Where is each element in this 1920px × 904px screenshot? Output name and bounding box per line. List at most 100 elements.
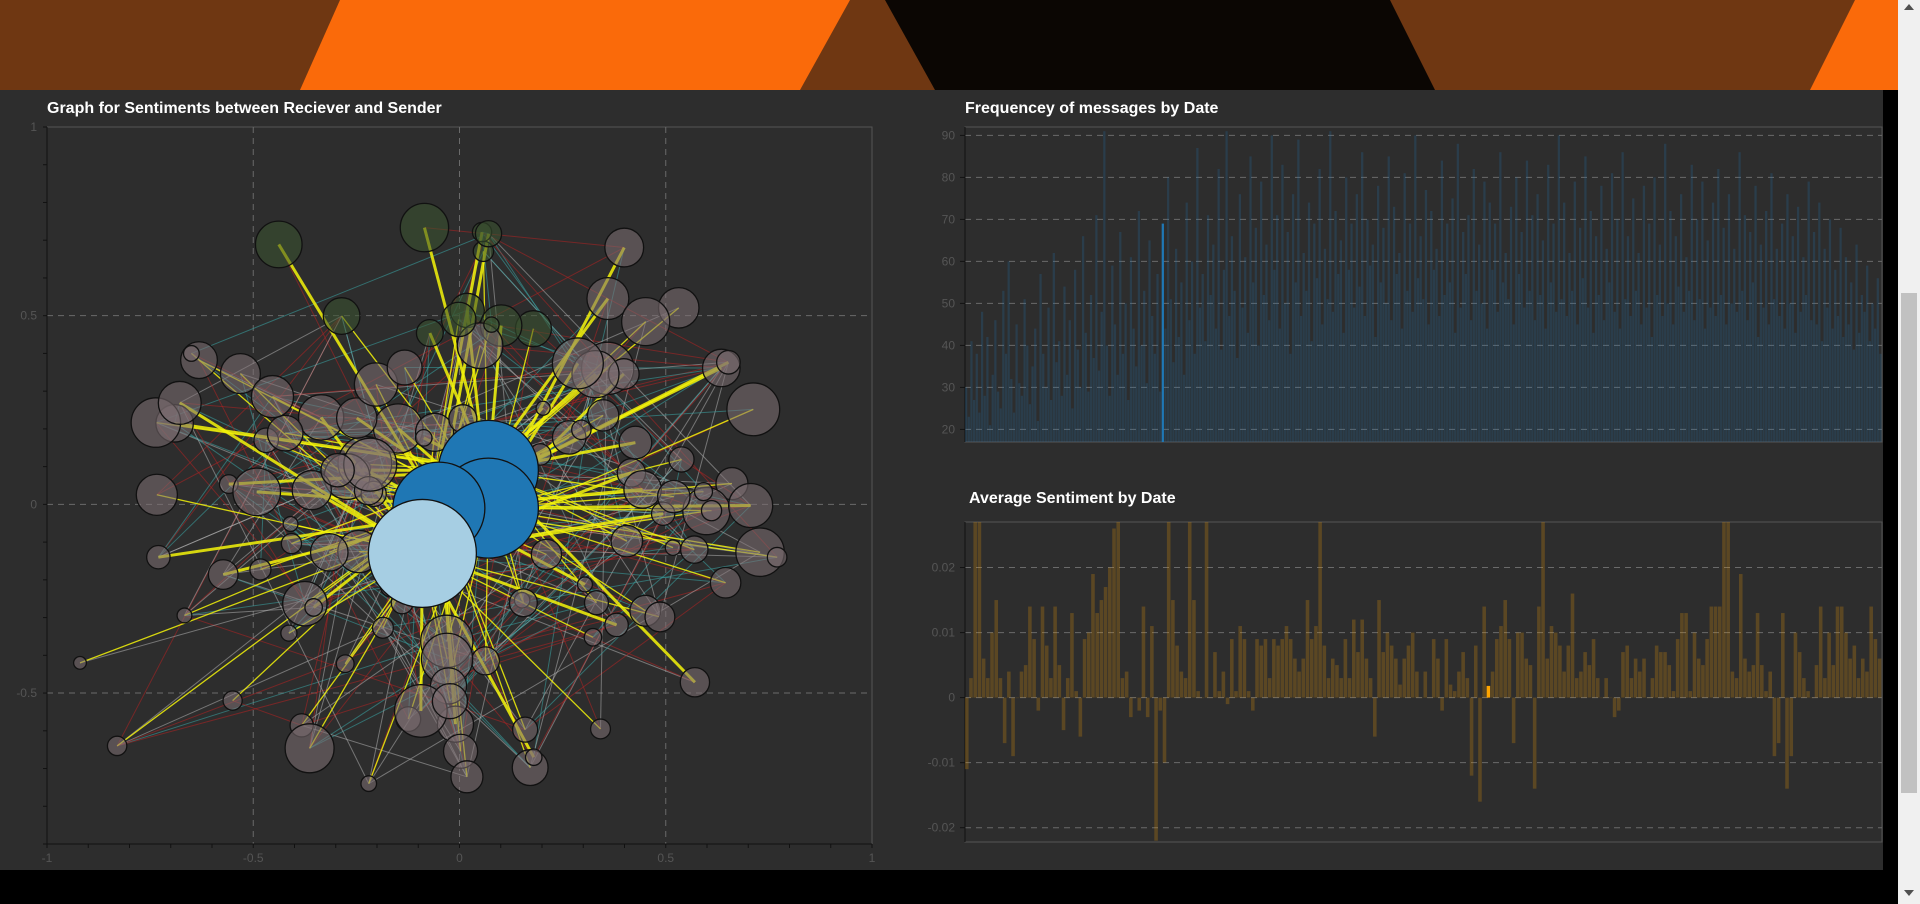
frequency-bar-chart[interactable]: 90 80 70 60 50 40 30 20 [900, 122, 1883, 462]
frequency-bar [1664, 143, 1667, 443]
frequency-bar [1520, 232, 1523, 442]
frequency-bar [1791, 236, 1794, 442]
sentiment-bar [1023, 665, 1028, 698]
frequency-y-tick-label: 20 [942, 422, 956, 436]
sentiment-bar [1579, 671, 1583, 698]
header-banner [0, 0, 1898, 90]
sentiment-bar [1701, 665, 1705, 698]
sentiment-bar [1852, 645, 1857, 698]
frequency-bar [1034, 328, 1037, 442]
frequency-bar [1741, 290, 1744, 442]
sentiment-bar [1339, 678, 1343, 698]
sentiment-bar [1040, 606, 1045, 698]
network-node [621, 296, 671, 347]
frequency-bar [1778, 316, 1781, 442]
frequency-bar [1244, 257, 1247, 442]
frequency-bar [1270, 135, 1273, 442]
frequency-bar [1435, 248, 1438, 442]
frequency-bar [1331, 311, 1335, 442]
network-node [176, 607, 193, 624]
frequency-bar [1403, 173, 1406, 442]
scrollbar-thumb[interactable] [1901, 293, 1917, 793]
sentiment-bar [1713, 606, 1718, 698]
frequency-bar [1238, 194, 1242, 442]
network-node [282, 515, 299, 533]
frequency-bar [1345, 177, 1348, 442]
frequency-bar [1193, 353, 1196, 442]
network-node [291, 469, 332, 511]
sentiment-bar [1335, 665, 1339, 698]
sentiment-bar [1347, 678, 1352, 698]
sentiment-bar [1007, 671, 1011, 698]
network-node [604, 612, 629, 638]
frequency-bar [1424, 190, 1428, 442]
network-node [415, 318, 444, 348]
network-node [431, 682, 469, 720]
sentiment-bar [1200, 697, 1205, 699]
sentiment-bar [1162, 697, 1167, 763]
scroll-down-arrow-icon[interactable] [1904, 890, 1914, 896]
network-node [586, 399, 620, 432]
frequency-bar [1576, 324, 1579, 442]
frequency-bar [1042, 353, 1045, 442]
frequency-bar [988, 425, 992, 442]
frequency-bar [1594, 236, 1598, 442]
sentiment-bar [1103, 587, 1108, 698]
sentiment-bar [965, 697, 969, 770]
frequency-y-tick-label: 40 [942, 338, 956, 352]
network-edge [155, 422, 315, 608]
frequency-bar [1443, 295, 1446, 442]
sentiment-bar [1330, 658, 1335, 698]
network-edge [529, 321, 647, 768]
frequency-y-tick-label: 80 [942, 170, 956, 184]
network-node [766, 546, 788, 568]
frequency-bar [1677, 286, 1680, 442]
frequency-bar [1302, 253, 1305, 442]
frequency-bar [1698, 299, 1701, 442]
frequency-bar [1039, 274, 1042, 442]
frequency-bar [1642, 185, 1646, 443]
frequency-bar [1581, 278, 1584, 442]
frequency-bar [1844, 257, 1848, 442]
sentiment-bar [1288, 639, 1293, 698]
frequency-bar [1089, 295, 1093, 442]
network-node [360, 775, 378, 793]
network-node [266, 414, 304, 452]
network-node [414, 429, 433, 447]
banner-shape [885, 0, 1435, 90]
frequency-bar [1198, 307, 1202, 442]
network-graph[interactable]: -1 -0.5 0 0.5 1 1 0.5 0 -0.5 [0, 122, 900, 870]
sentiment-bar [1717, 606, 1722, 698]
frequency-bar [1475, 290, 1478, 442]
sentiment-bar [1427, 697, 1432, 699]
frequency-bar [1103, 131, 1106, 442]
sentiment-bar [1743, 658, 1747, 698]
frequency-bar [1430, 211, 1433, 442]
vertical-scrollbar[interactable] [1898, 0, 1920, 904]
sentiment-bar [1595, 678, 1600, 698]
sentiment-bar [1402, 658, 1407, 698]
frequency-bar [1329, 131, 1332, 442]
network-edge [272, 367, 608, 398]
sentiment-bar [1465, 678, 1470, 698]
sentiment-bar-chart[interactable]: 0.02 0.01 0 -0.01 -0.02 [900, 510, 1883, 870]
sentiment-bar [1650, 678, 1655, 698]
scroll-up-arrow-icon[interactable] [1904, 4, 1914, 10]
frequency-bar [1794, 332, 1797, 442]
frequency-bar [1358, 286, 1361, 442]
frequency-bar [1305, 290, 1308, 442]
frequency-bar [1084, 332, 1087, 442]
network-edge [424, 227, 625, 249]
sentiment-bar [1086, 632, 1091, 698]
frequency-bar [1483, 181, 1486, 442]
frequency-bar [1201, 274, 1204, 442]
frequency-bar [1703, 328, 1707, 442]
frequency-bar [1770, 173, 1773, 442]
frequency-bar [972, 400, 976, 442]
sentiment-bar [1238, 626, 1242, 698]
sentiment-bar [1049, 678, 1053, 698]
network-edge [191, 233, 489, 354]
network-node [644, 601, 676, 633]
frequency-bar [1047, 307, 1050, 442]
sentiment-bar [1309, 639, 1314, 698]
